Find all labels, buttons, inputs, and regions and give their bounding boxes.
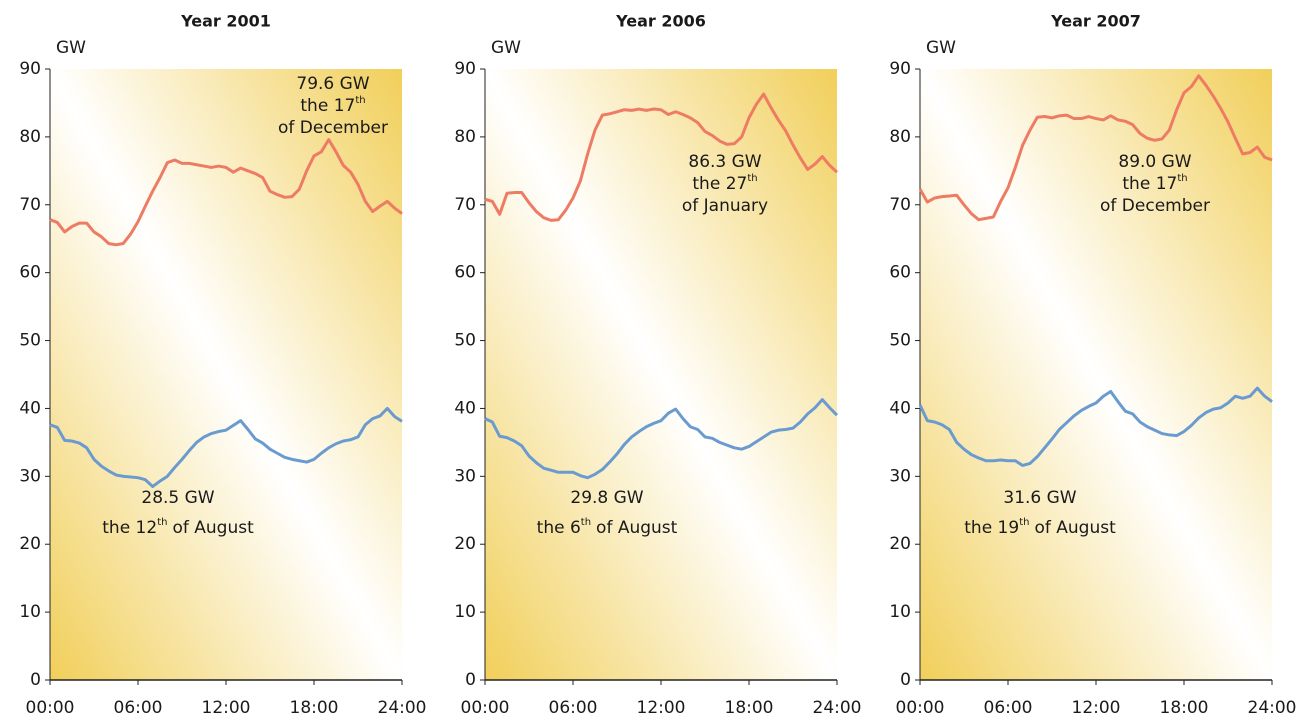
x-tick-label: 00:00 [896,698,945,718]
y-axis-label: GW [56,38,86,58]
y-tick-label: 0 [465,670,476,690]
annotation-value: 28.5 GW [141,488,214,508]
y-tick-label: 20 [19,534,41,554]
y-axis-label: GW [491,38,521,58]
y-tick-label: 80 [19,127,41,147]
y-tick-label: 70 [889,195,911,215]
chart-title: Year 2006 [615,12,706,31]
annotation-day-text: the 17 [300,96,355,116]
annotation-month: of December [278,118,388,138]
x-tick-label: 06:00 [984,698,1033,718]
annotation-suffix: th [157,517,167,528]
x-tick-label: 00:00 [461,698,510,718]
annotation-day: the 19th of August [964,517,1116,538]
plot-background [485,69,837,680]
y-tick-label: 30 [454,466,476,486]
y-tick-label: 20 [889,534,911,554]
annotation-day: the 12th of August [102,517,254,538]
x-tick-label: 24:00 [1248,698,1297,718]
annotation-month: of August [596,518,678,538]
y-tick-label: 10 [889,602,911,622]
annotation-suffix: th [581,517,591,528]
annotation-value: 89.0 GW [1118,152,1191,172]
y-axis-label: GW [926,38,956,58]
annotation-suffix: th [1019,517,1029,528]
annotation-day: the 6th of August [537,517,678,538]
y-tick-label: 70 [19,195,41,215]
series-line [918,386,1273,467]
y-tick-label: 80 [889,127,911,147]
annotation-day-text: the 6 [537,518,581,538]
y-tick-label: 0 [900,670,911,690]
y-tick-label: 30 [889,466,911,486]
x-tick-label: 12:00 [202,698,251,718]
y-tick-label: 40 [19,398,41,418]
y-tick-label: 50 [19,331,41,351]
series-line [484,92,839,222]
annotation-value: 31.6 GW [1003,488,1076,508]
x-tick-label: 18:00 [725,698,774,718]
annotation-month: of December [1100,196,1210,216]
annotation-month: of August [1034,518,1116,538]
y-tick-label: 50 [454,331,476,351]
annotation-day: the 17th [300,95,365,116]
annotation-value: 29.8 GW [570,488,643,508]
y-tick-label: 60 [19,263,41,283]
y-tick-label: 40 [889,398,911,418]
annotation-suffix: th [355,95,365,106]
annotation-day: the 27th [692,173,757,194]
y-tick-label: 90 [889,59,911,79]
x-tick-label: 12:00 [637,698,686,718]
y-tick-label: 10 [454,602,476,622]
y-tick-label: 70 [454,195,476,215]
annotation-day-text: the 27 [692,174,747,194]
chart-title: Year 2007 [1050,12,1141,31]
x-tick-label: 06:00 [114,698,163,718]
x-tick-label: 00:00 [26,698,75,718]
annotation-day: the 17th [1122,173,1187,194]
annotation-day-text: the 19 [964,518,1019,538]
y-tick-label: 60 [889,263,911,283]
series-line [918,74,1273,222]
plot-background [50,69,402,680]
series-line [49,406,403,489]
x-tick-label: 06:00 [549,698,598,718]
y-tick-label: 20 [454,534,476,554]
annotation-value: 79.6 GW [296,74,369,94]
x-tick-label: 24:00 [813,698,862,718]
series-line [49,138,403,247]
annotation-suffix: th [1177,173,1187,184]
y-tick-label: 80 [454,127,476,147]
y-tick-label: 40 [454,398,476,418]
x-tick-label: 24:00 [378,698,427,718]
y-tick-label: 0 [30,670,41,690]
annotation-value: 86.3 GW [688,152,761,172]
y-tick-label: 30 [19,466,41,486]
x-tick-label: 18:00 [1160,698,1209,718]
annotation-month: of January [682,196,768,216]
y-tick-label: 90 [19,59,41,79]
y-tick-label: 50 [889,331,911,351]
series-line [484,398,839,480]
chart-title: Year 2001 [180,12,271,31]
y-tick-label: 10 [19,602,41,622]
annotation-month: of August [172,518,254,538]
y-tick-label: 60 [454,263,476,283]
x-tick-label: 18:00 [290,698,339,718]
y-tick-label: 90 [454,59,476,79]
annotation-day-text: the 12 [102,518,157,538]
x-tick-label: 12:00 [1072,698,1121,718]
plot-background [920,69,1272,680]
annotation-suffix: th [747,173,757,184]
annotation-day-text: the 17 [1122,174,1177,194]
